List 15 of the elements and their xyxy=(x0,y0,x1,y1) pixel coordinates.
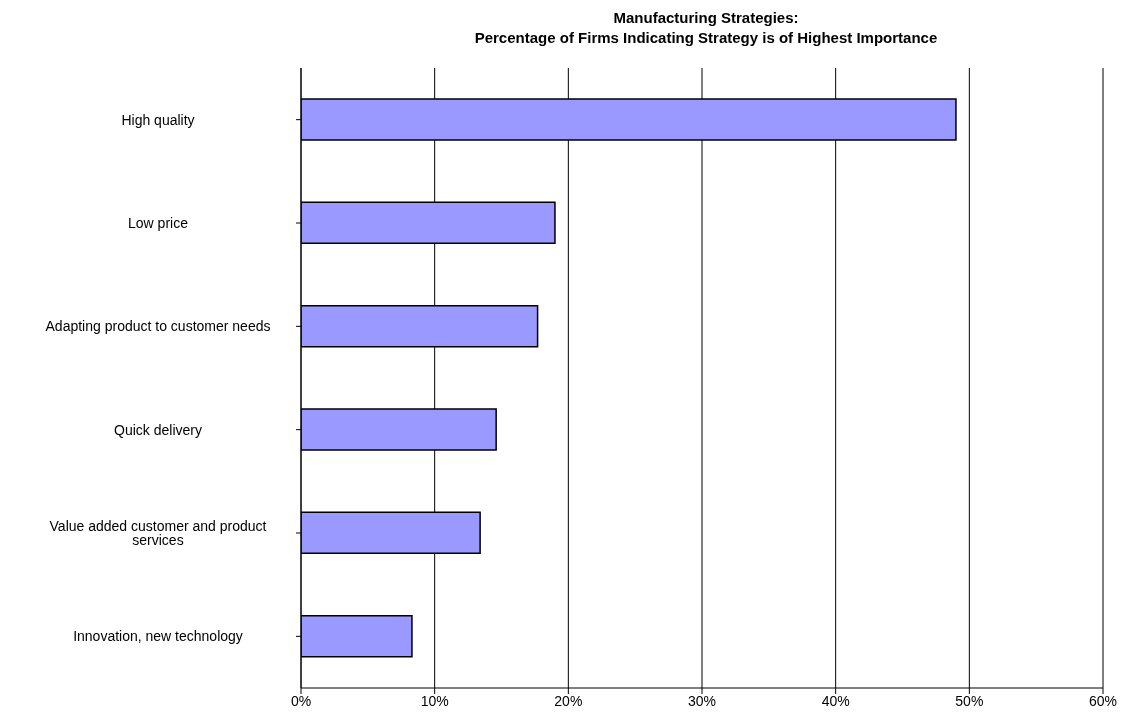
x-tick-label: 50% xyxy=(955,692,984,709)
y-tick-label: Quick delivery xyxy=(114,421,202,438)
x-tick-label: 40% xyxy=(821,692,850,709)
y-tick-label: Value added customer and product services xyxy=(49,517,267,548)
y-tick-label: High quality xyxy=(121,111,195,128)
x-tick-label: 60% xyxy=(1088,692,1118,709)
x-tick-label: 10% xyxy=(420,692,449,709)
chart-subtitle: Percentage of Firms Indicating Strategy is of Highest Importance xyxy=(473,28,939,48)
chart-title: Manufacturing Strategies: xyxy=(612,8,800,28)
y-tick-label: Adapting product to customer needs xyxy=(45,318,271,335)
y-tick-label: Low price xyxy=(128,214,189,231)
x-tick-label: 20% xyxy=(554,692,583,709)
x-tick-label: 30% xyxy=(687,692,717,709)
y-tick-label: Innovation, new technology xyxy=(73,628,243,645)
x-tick-label: 0% xyxy=(290,692,312,709)
